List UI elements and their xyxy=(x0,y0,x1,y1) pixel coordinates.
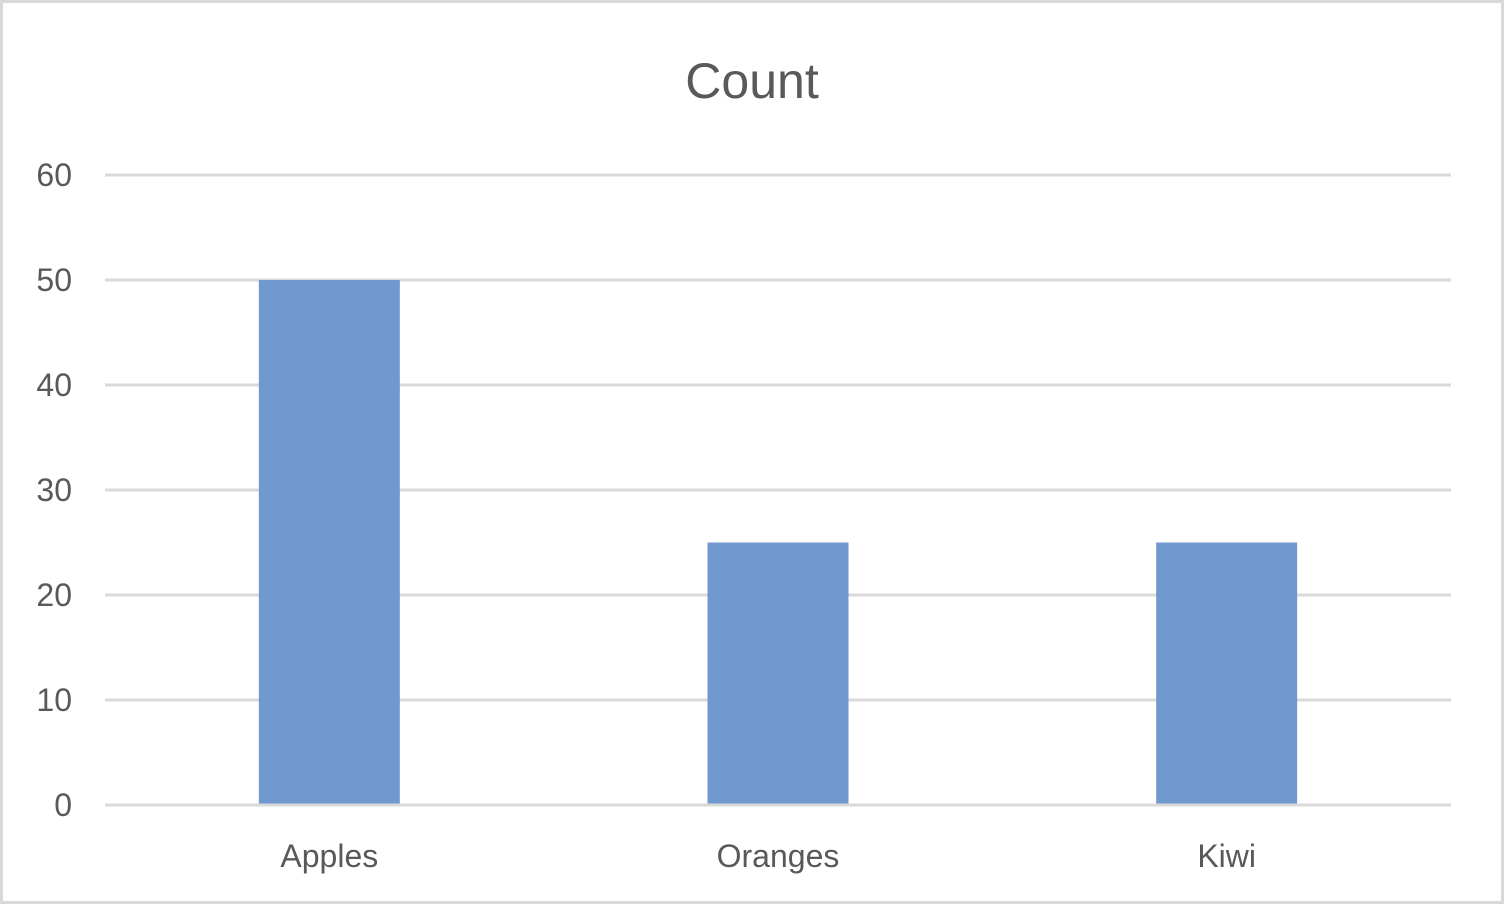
x-category-label: Apples xyxy=(280,838,378,874)
chart-title: Count xyxy=(685,53,819,109)
bar-oranges xyxy=(707,542,849,804)
y-tick-label: 10 xyxy=(36,682,72,718)
x-category-label: Oranges xyxy=(717,838,840,874)
x-axis-category-labels: Apples Oranges Kiwi xyxy=(280,838,1256,874)
y-axis-tick-labels: 0 10 20 30 40 50 60 xyxy=(36,157,72,823)
y-tick-label: 20 xyxy=(36,577,72,613)
bar-kiwi xyxy=(1156,542,1298,804)
bar-chart: Count 0 10 20 30 40 50 60 Apples Oranges Kiwi xyxy=(36,53,1451,874)
y-tick-label: 0 xyxy=(54,787,72,823)
y-tick-label: 30 xyxy=(36,472,72,508)
y-tick-label: 60 xyxy=(36,157,72,193)
bar-apples xyxy=(258,280,400,804)
y-tick-label: 50 xyxy=(36,262,72,298)
bars xyxy=(258,280,1298,804)
y-tick-label: 40 xyxy=(36,367,72,403)
x-category-label: Kiwi xyxy=(1197,838,1256,874)
